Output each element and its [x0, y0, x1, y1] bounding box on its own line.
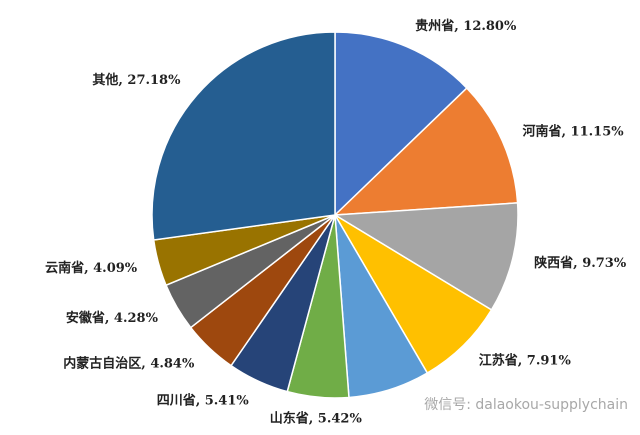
pie-slice	[334, 31, 468, 217]
pie-slice	[151, 31, 336, 241]
slice-label: 云南省, 4.09%	[45, 260, 138, 276]
slice-label: 其他, 27.18%	[92, 72, 181, 88]
pie-slice	[334, 214, 493, 375]
slice-label: 江苏省, 7.91%	[479, 353, 572, 369]
slice-label: 贵州省, 12.80%	[415, 18, 517, 34]
pie-slice	[333, 86, 519, 216]
slice-label: 陕西省, 9.73%	[534, 255, 627, 271]
slice-label: 四川省, 5.41%	[157, 392, 250, 408]
pie-slice	[332, 202, 519, 311]
slice-label: 内蒙古自治区, 4.84%	[63, 356, 195, 372]
slice-label: 河南省, 11.15%	[522, 124, 624, 140]
watermark: 微信号: dalaokou-supplychain	[424, 397, 628, 413]
slice-label: 山东省, 5.42%	[270, 411, 363, 427]
slice-label: 安徽省, 4.28%	[66, 310, 159, 326]
